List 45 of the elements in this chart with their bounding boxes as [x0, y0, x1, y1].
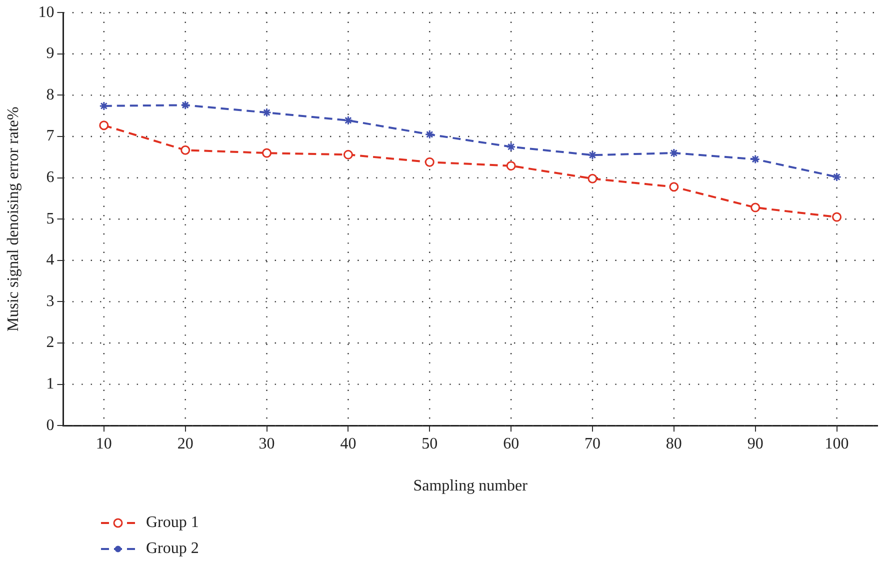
- x-tick-label: 50: [422, 435, 438, 452]
- point: [832, 212, 842, 222]
- point: [343, 116, 353, 126]
- point: [669, 148, 679, 158]
- point: [588, 174, 598, 184]
- point: [832, 172, 842, 182]
- y-axis-title: Music signal denoising error rate%: [4, 106, 22, 332]
- y-tick-label: 5: [46, 210, 54, 228]
- y-tick-label: 9: [46, 45, 54, 62]
- x-tick-label: 80: [666, 435, 682, 452]
- point: [750, 154, 760, 164]
- y-tick-label: 2: [46, 334, 54, 352]
- point: [506, 161, 516, 171]
- y-tick-label: 4: [46, 252, 54, 269]
- x-tick-label: 20: [177, 435, 194, 452]
- point: [180, 145, 190, 155]
- y-tick-label: 8: [46, 86, 54, 104]
- y-tick-label: 10: [38, 4, 54, 21]
- y-tick-label: 7: [46, 128, 54, 145]
- y-tick-label: 0: [46, 416, 54, 434]
- point: [180, 100, 190, 110]
- x-tick-label: 40: [340, 435, 356, 452]
- x-tick-label: 60: [503, 435, 520, 452]
- x-axis-title: Sampling number: [413, 478, 528, 495]
- point: [588, 150, 598, 160]
- point: [262, 108, 272, 118]
- point: [750, 202, 760, 212]
- point: [669, 182, 679, 192]
- x-tick-label: 100: [824, 435, 849, 452]
- point: [99, 101, 109, 111]
- x-tick-label: 90: [747, 435, 764, 452]
- x-tick-label: 70: [584, 435, 600, 452]
- y-tick-label: 1: [46, 376, 54, 393]
- legend-label: Group 1: [146, 514, 199, 532]
- point: [99, 120, 109, 130]
- point: [262, 148, 272, 158]
- point: [343, 150, 353, 160]
- point: [424, 157, 434, 167]
- x-tick-label: 30: [258, 435, 275, 452]
- y-tick-label: 6: [46, 169, 54, 186]
- x-tick-label: 10: [96, 435, 112, 452]
- y-tick-label: 3: [46, 292, 54, 310]
- point: [424, 130, 434, 140]
- point: [506, 142, 516, 152]
- legend-label: Group 2: [146, 540, 199, 558]
